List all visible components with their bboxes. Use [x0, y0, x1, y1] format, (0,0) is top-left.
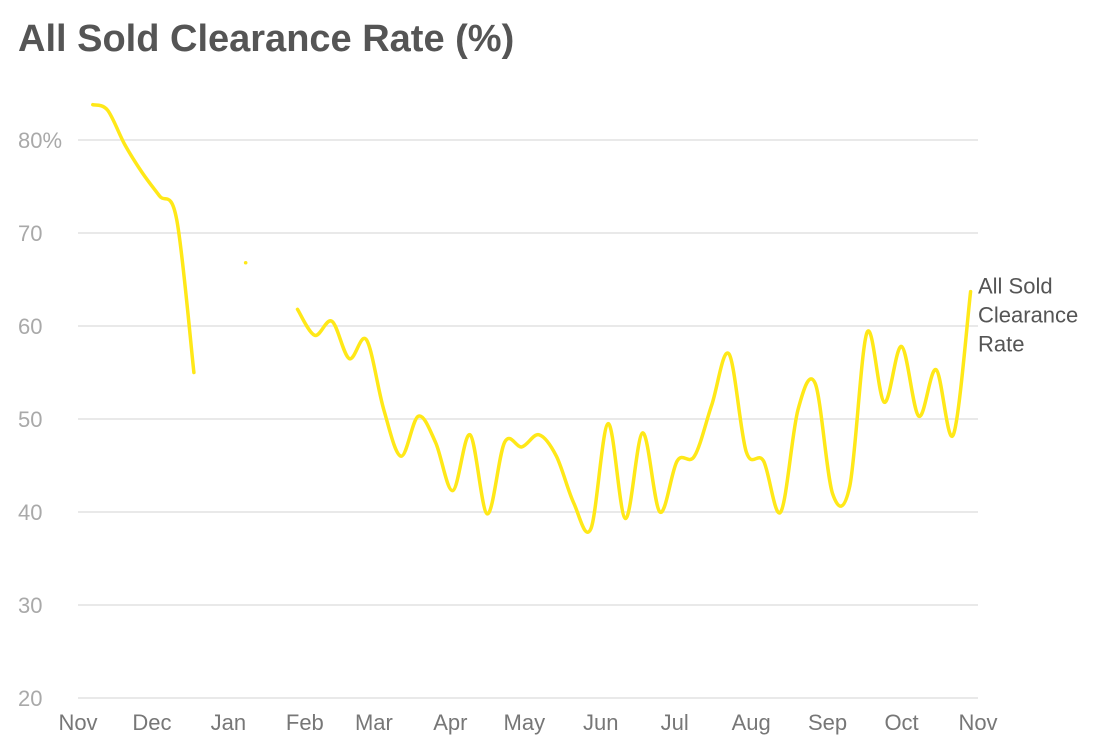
series-line-segment	[295, 289, 973, 534]
data-point	[87, 99, 99, 111]
x-tick-label: Dec	[132, 710, 171, 735]
data-point	[568, 497, 580, 509]
data-points	[87, 99, 977, 535]
data-point	[343, 353, 355, 365]
data-point	[378, 404, 390, 416]
data-point	[102, 104, 114, 116]
data-point	[395, 450, 407, 462]
data-point	[136, 167, 148, 179]
data-point	[153, 190, 165, 202]
x-tick-label: Oct	[884, 710, 918, 735]
x-axis-tick-labels: Nov Dec Jan Feb Mar Apr May Jun Jul Aug Sep Oct Nov	[58, 710, 997, 735]
data-point	[619, 513, 631, 525]
y-tick-label: 70	[18, 221, 42, 246]
data-point	[430, 436, 442, 448]
data-point	[654, 506, 666, 518]
series-labels: All Sold Clearance Rate	[978, 274, 1078, 357]
x-tick-label: Apr	[433, 710, 467, 735]
data-point	[913, 410, 925, 422]
x-tick-label: Jan	[211, 710, 246, 735]
data-point	[533, 429, 545, 441]
data-point	[965, 286, 977, 298]
x-tick-label: May	[504, 710, 546, 735]
data-point	[878, 396, 890, 408]
series-lines	[91, 102, 973, 534]
y-tick-label: 40	[18, 500, 42, 525]
data-point	[688, 450, 700, 462]
data-point	[360, 334, 372, 346]
data-point	[447, 485, 459, 497]
data-point	[481, 508, 493, 520]
data-point	[896, 340, 908, 352]
x-tick-label: Nov	[58, 710, 97, 735]
data-point	[740, 446, 752, 458]
x-tick-label: Mar	[355, 710, 393, 735]
chart-title: All Sold Clearance Rate (%)	[18, 18, 515, 60]
data-point	[637, 427, 649, 439]
data-point	[291, 303, 303, 315]
x-tick-label: Jun	[583, 710, 618, 735]
x-tick-label: Nov	[958, 710, 997, 735]
data-point	[844, 480, 856, 492]
y-tick-label: 30	[18, 593, 42, 618]
data-point	[602, 418, 614, 430]
x-tick-label: Aug	[732, 710, 771, 735]
data-point	[585, 523, 597, 535]
data-point	[464, 429, 476, 441]
data-point	[516, 441, 528, 453]
series-line-segment	[91, 102, 196, 375]
data-point	[550, 450, 562, 462]
y-tick-label: 60	[18, 314, 42, 339]
data-point	[775, 506, 787, 518]
series-label-line: All Sold	[978, 274, 1053, 299]
y-tick-label: 50	[18, 407, 42, 432]
series-isolated-point	[243, 260, 248, 265]
x-tick-label: Feb	[286, 710, 324, 735]
x-tick-label: Sep	[808, 710, 847, 735]
data-point	[309, 329, 321, 341]
data-point	[119, 139, 131, 151]
data-point	[412, 410, 424, 422]
data-point	[861, 327, 873, 339]
data-point	[930, 364, 942, 376]
data-point	[326, 315, 338, 327]
data-point	[947, 429, 959, 441]
data-point	[827, 487, 839, 499]
data-point	[499, 436, 511, 448]
data-point	[188, 367, 200, 379]
y-axis-tick-labels: 20 30 40 50 60 70 80%	[18, 128, 62, 711]
y-tick-label: 80%	[18, 128, 62, 153]
data-point	[792, 404, 804, 416]
data-point	[171, 213, 183, 225]
data-point	[671, 455, 683, 467]
gridlines	[78, 139, 978, 699]
series-label-line: Clearance	[978, 303, 1078, 328]
data-point	[723, 348, 735, 360]
y-tick-label: 20	[18, 686, 42, 711]
x-tick-label: Jul	[661, 710, 689, 735]
data-point	[706, 399, 718, 411]
data-point	[809, 378, 821, 390]
series-label-line: Rate	[978, 332, 1024, 357]
data-point	[240, 257, 252, 269]
data-point	[757, 455, 769, 467]
